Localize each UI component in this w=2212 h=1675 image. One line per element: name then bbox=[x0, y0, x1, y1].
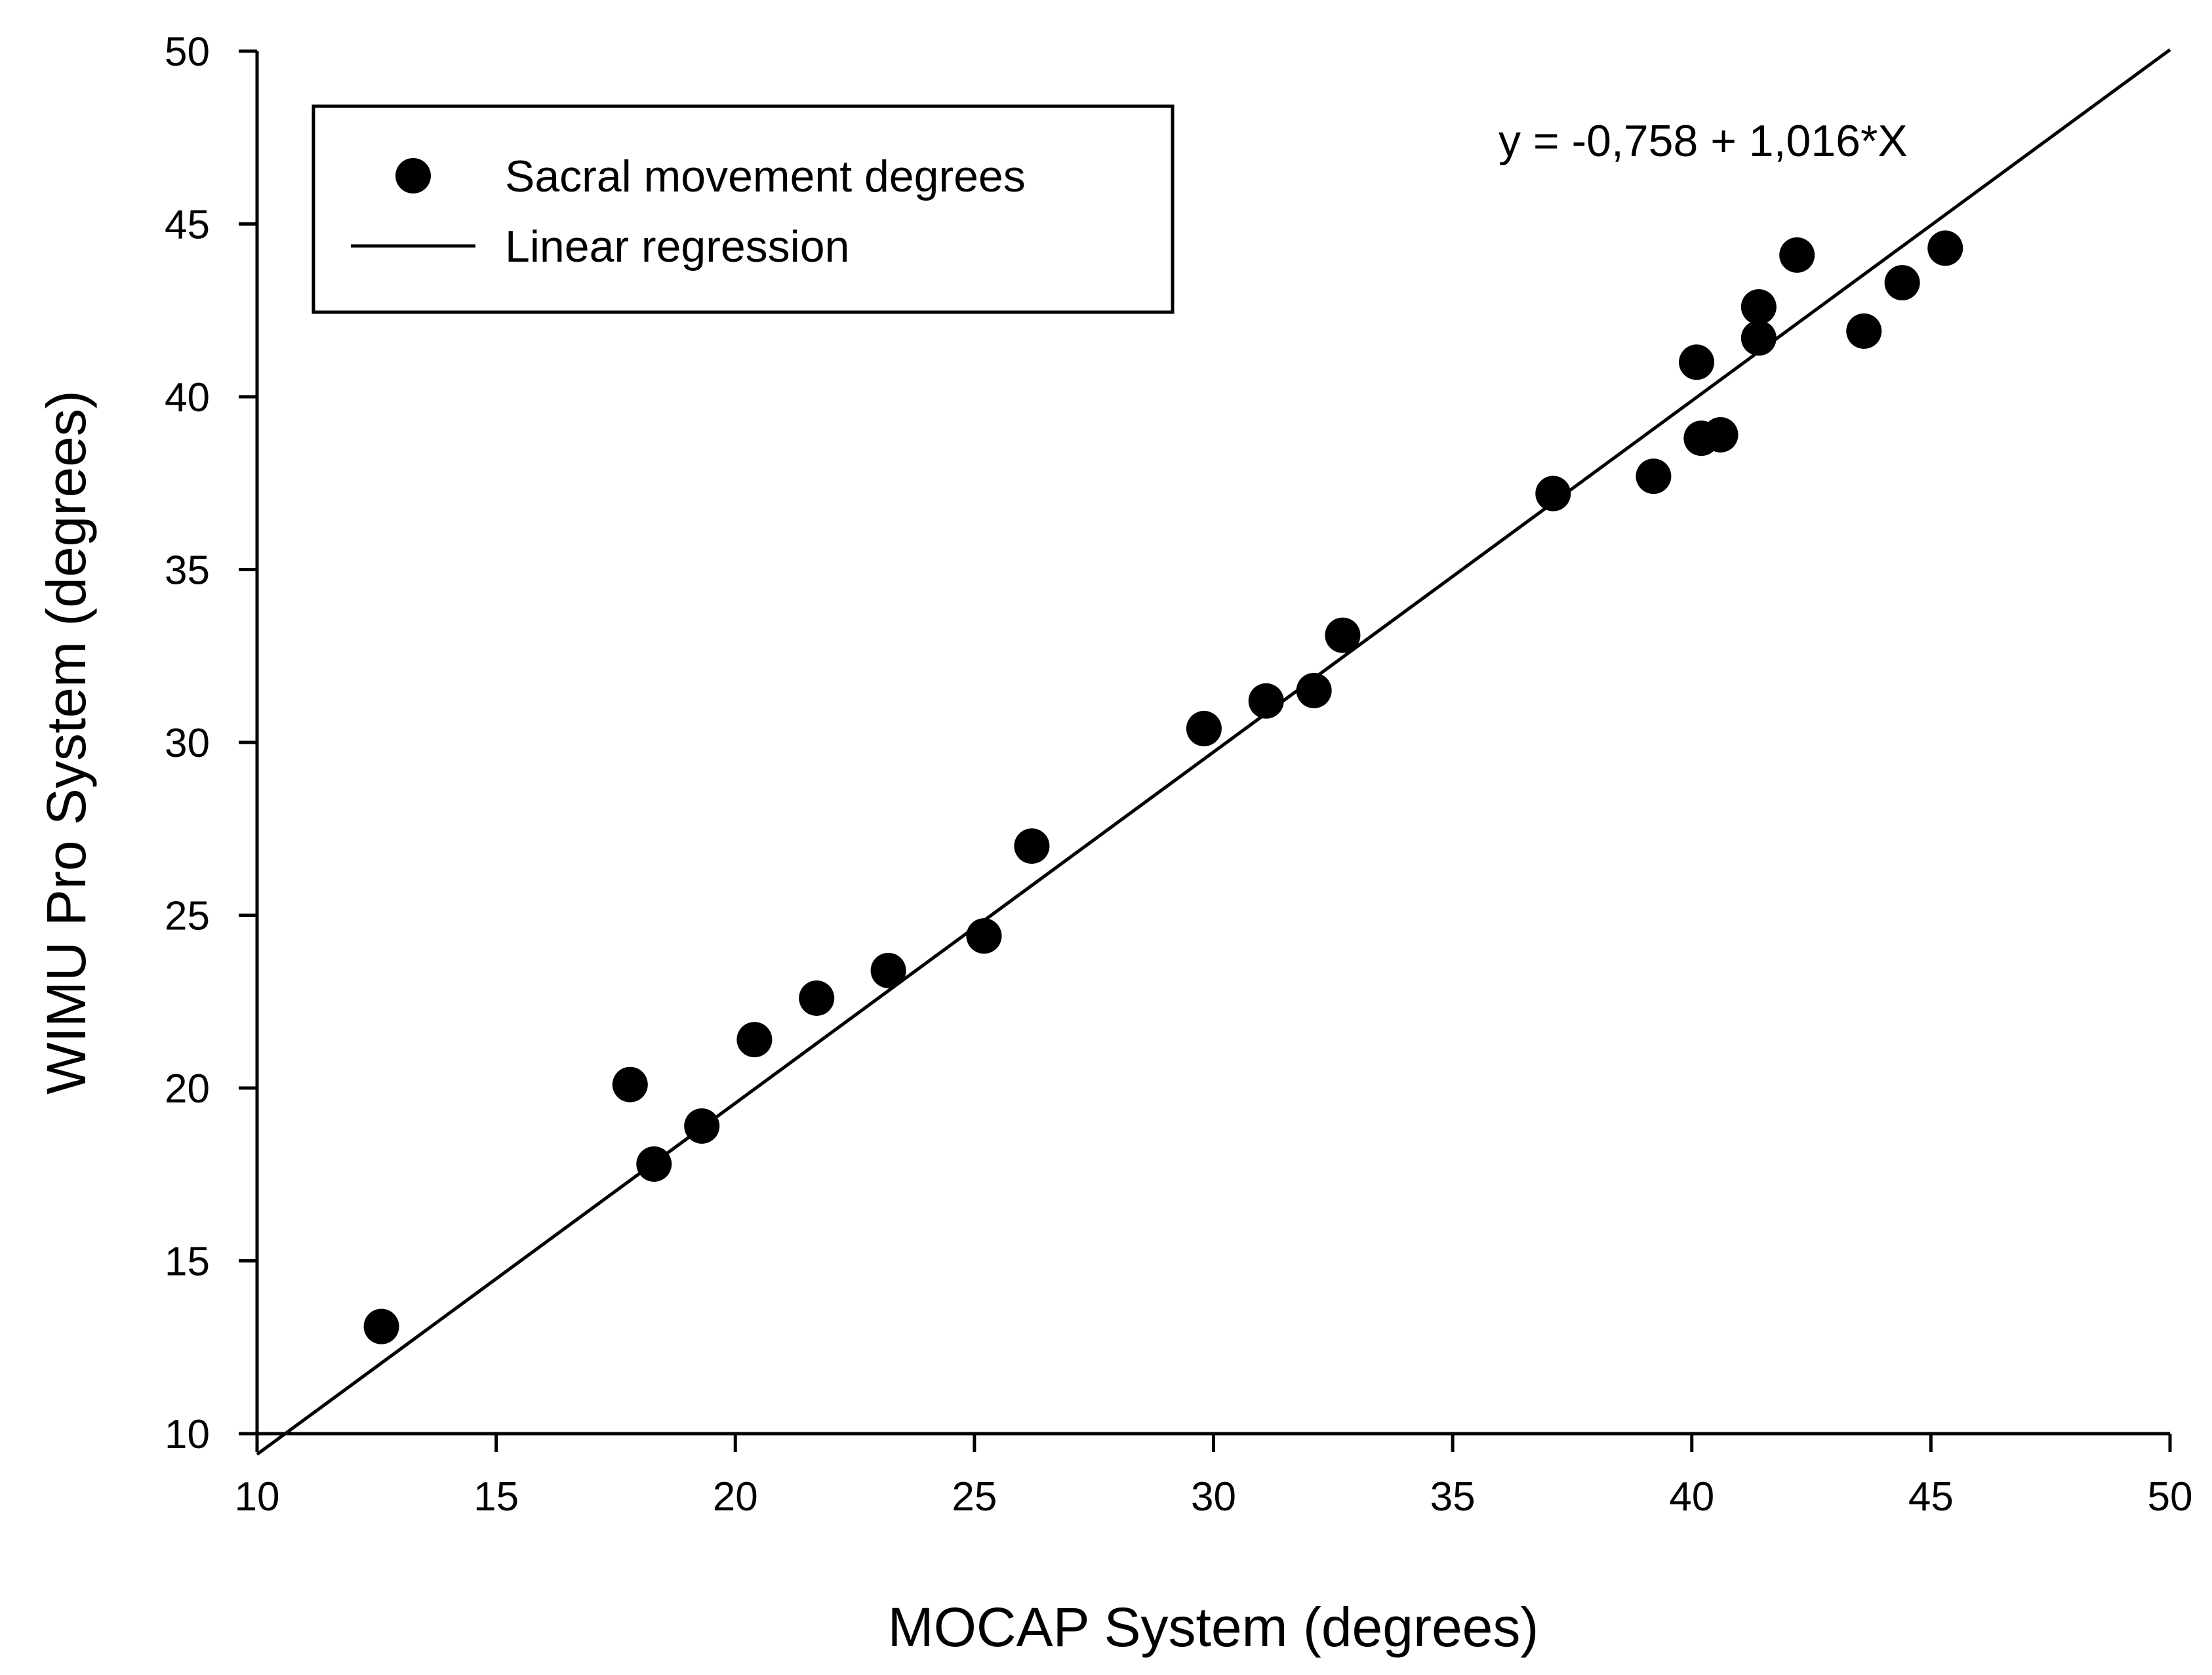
x-tick-label: 20 bbox=[713, 1474, 758, 1520]
data-point bbox=[612, 1066, 648, 1102]
x-tick-label: 50 bbox=[2148, 1474, 2193, 1520]
data-point bbox=[1740, 320, 1777, 356]
y-tick-label: 20 bbox=[165, 1066, 210, 1112]
data-point bbox=[1014, 828, 1050, 864]
data-point bbox=[1679, 344, 1715, 380]
x-tick-label: 15 bbox=[473, 1474, 519, 1520]
y-tick-label: 35 bbox=[165, 548, 210, 594]
y-tick-label: 50 bbox=[165, 30, 210, 75]
data-point bbox=[966, 918, 1002, 954]
y-tick-label: 40 bbox=[165, 375, 210, 420]
regression-layer bbox=[256, 48, 2171, 1456]
data-point bbox=[363, 1308, 399, 1344]
data-point bbox=[736, 1022, 773, 1058]
data-point bbox=[799, 980, 835, 1016]
y-ticks: 10 15 20 25 30 35 40 45 50 bbox=[165, 30, 257, 1457]
regression-line bbox=[256, 48, 2171, 1456]
y-axis-title: WIMU Pro System (degrees) bbox=[35, 390, 97, 1095]
data-point bbox=[1846, 313, 1882, 349]
y-tick-label: 15 bbox=[165, 1240, 210, 1285]
x-tick-label: 25 bbox=[952, 1474, 997, 1520]
data-point bbox=[870, 952, 906, 988]
data-point bbox=[1779, 237, 1815, 273]
points-layer bbox=[363, 230, 1963, 1344]
data-point bbox=[1702, 416, 1739, 453]
x-tick-label: 10 bbox=[235, 1474, 280, 1520]
y-tick-label: 30 bbox=[165, 721, 210, 766]
y-tick-label: 45 bbox=[165, 203, 210, 248]
x-tick-label: 40 bbox=[1669, 1474, 1714, 1520]
data-point bbox=[1884, 265, 1920, 301]
regression-equation: y = -0,758 + 1,016*X bbox=[1498, 116, 1908, 166]
x-ticks: 10 15 20 25 30 35 40 45 50 bbox=[235, 1434, 2193, 1520]
data-point bbox=[1636, 458, 1672, 494]
data-point bbox=[1927, 230, 1963, 266]
x-tick-label: 45 bbox=[1908, 1474, 1954, 1520]
legend-box bbox=[312, 104, 1175, 314]
data-point bbox=[1535, 475, 1571, 512]
legend-marker-scatter bbox=[395, 158, 431, 193]
data-point bbox=[1248, 683, 1284, 719]
data-point bbox=[1186, 710, 1222, 746]
x-axis-title: MOCAP System (degrees) bbox=[888, 1596, 1539, 1658]
y-tick-label: 10 bbox=[165, 1412, 210, 1457]
x-tick-label: 30 bbox=[1191, 1474, 1236, 1520]
data-point bbox=[1740, 289, 1777, 325]
data-point bbox=[1296, 672, 1332, 708]
data-point bbox=[636, 1146, 672, 1182]
legend: Sacral movement degrees Linear regressio… bbox=[312, 104, 1175, 314]
x-tick-label: 35 bbox=[1430, 1474, 1476, 1520]
legend-label-line: Linear regression bbox=[505, 222, 849, 272]
y-tick-label: 25 bbox=[165, 894, 210, 939]
data-point bbox=[684, 1108, 720, 1144]
legend-label-scatter: Sacral movement degrees bbox=[505, 151, 1026, 201]
data-point bbox=[1325, 617, 1361, 653]
